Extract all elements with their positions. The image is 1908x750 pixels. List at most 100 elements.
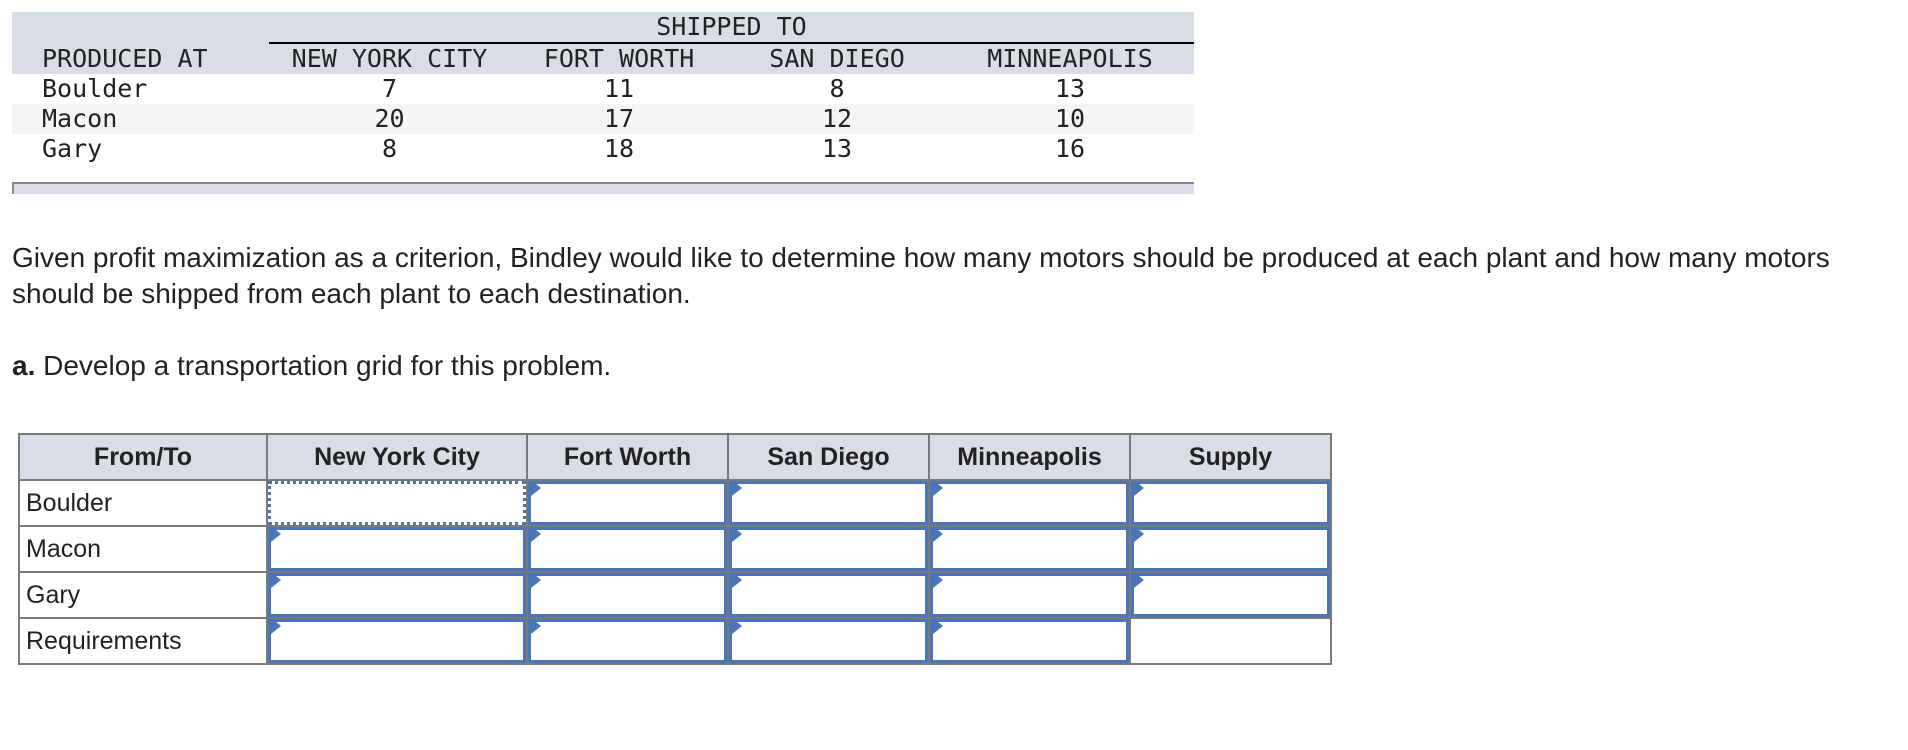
- input-boulder-supply[interactable]: [1131, 480, 1330, 525]
- answer-input[interactable]: [933, 530, 1126, 568]
- input-marker-icon: [933, 480, 943, 496]
- answer-input[interactable]: [531, 530, 724, 568]
- input-requirements-minneapolis[interactable]: [930, 618, 1129, 663]
- grid-row-label: Macon: [18, 525, 268, 573]
- col-header-new-york-city: NEW YORK CITY: [268, 43, 511, 74]
- answer-input[interactable]: [732, 484, 925, 522]
- col-header-san-diego: SAN DIEGO: [728, 43, 946, 74]
- input-marker-icon: [271, 618, 281, 634]
- cell-value: 8: [381, 134, 398, 163]
- input-boulder-new-york-city[interactable]: [268, 481, 526, 525]
- input-marker-icon: [531, 480, 541, 496]
- input-gary-minneapolis[interactable]: [930, 572, 1129, 617]
- col-header-minneapolis: MINNEAPOLIS: [946, 43, 1194, 74]
- cost-table: SHIPPED TO PRODUCED AT NEW YORK CITY FOR…: [12, 12, 1194, 194]
- grid-header-san-diego: San Diego: [727, 433, 930, 481]
- input-marker-icon: [933, 618, 943, 634]
- input-gary-supply[interactable]: [1131, 572, 1330, 617]
- cell-value: 13: [821, 134, 853, 163]
- input-macon-san-diego[interactable]: [729, 526, 928, 571]
- cell-value: 12: [728, 104, 946, 134]
- answer-input[interactable]: [271, 622, 523, 660]
- grid-header-new-york-city: New York City: [266, 433, 528, 481]
- table-footer-bar: [12, 182, 1194, 194]
- grid-row-label: Boulder: [18, 479, 268, 527]
- answer-input[interactable]: [933, 622, 1126, 660]
- input-marker-icon: [531, 526, 541, 542]
- shipping-cost-table: SHIPPED TO PRODUCED AT NEW YORK CITY FOR…: [12, 12, 1194, 164]
- input-marker-icon: [271, 572, 281, 588]
- input-marker-icon: [531, 572, 541, 588]
- col-header-fort-worth: FORT WORTH: [510, 43, 729, 74]
- input-marker-icon: [1134, 526, 1144, 542]
- input-boulder-fort-worth[interactable]: [528, 480, 727, 525]
- cell-value: 17: [510, 104, 729, 134]
- part-a-label: a.: [12, 350, 36, 381]
- input-marker-icon: [933, 526, 943, 542]
- answer-input[interactable]: [1134, 484, 1327, 522]
- grid-header-fort-worth: Fort Worth: [526, 433, 729, 481]
- input-marker-icon: [271, 526, 281, 542]
- input-boulder-san-diego[interactable]: [729, 480, 928, 525]
- table-row: Gary 8 18 13 16: [12, 134, 1194, 164]
- input-requirements-san-diego[interactable]: [729, 618, 928, 663]
- answer-input[interactable]: [732, 576, 925, 614]
- input-gary-san-diego[interactable]: [729, 572, 928, 617]
- header-spacer: [12, 12, 269, 43]
- grid-row-macon: Macon: [18, 525, 1332, 573]
- grid-row-label: Requirements: [18, 617, 268, 665]
- table-row: Boulder 7 11 8 13: [12, 74, 1194, 104]
- grid-row-boulder: Boulder: [18, 479, 1332, 527]
- input-marker-icon: [732, 480, 742, 496]
- grid-row-label: Gary: [18, 571, 268, 619]
- part-a-prompt: a. Develop a transportation grid for thi…: [12, 348, 611, 384]
- input-marker-icon: [531, 618, 541, 634]
- cell-value: 16: [1054, 134, 1086, 163]
- input-gary-new-york-city[interactable]: [268, 572, 526, 617]
- cell-value: 8: [829, 74, 845, 103]
- grid-header-from-to: From/To: [18, 433, 268, 481]
- input-macon-fort-worth[interactable]: [528, 526, 727, 571]
- answer-input[interactable]: [732, 530, 925, 568]
- cell-value: 10: [946, 104, 1194, 134]
- grid-header-minneapolis: Minneapolis: [928, 433, 1131, 481]
- grid-row-gary: Gary: [18, 571, 1332, 619]
- answer-input[interactable]: [271, 484, 523, 522]
- answer-input[interactable]: [732, 622, 925, 660]
- input-macon-new-york-city[interactable]: [268, 526, 526, 571]
- cell-value: 13: [1054, 74, 1086, 103]
- input-marker-icon: [732, 618, 742, 634]
- answer-input[interactable]: [933, 576, 1126, 614]
- row-label-boulder: Boulder: [42, 74, 148, 103]
- empty-total-cell: [1129, 617, 1332, 665]
- answer-input[interactable]: [531, 576, 724, 614]
- problem-paragraph: Given profit maximization as a criterion…: [12, 242, 1830, 309]
- answer-input[interactable]: [271, 576, 523, 614]
- input-requirements-new-york-city[interactable]: [268, 618, 526, 663]
- cell-value: 18: [603, 134, 635, 163]
- input-macon-supply[interactable]: [1131, 526, 1330, 571]
- cell-value: 11: [603, 74, 635, 103]
- input-boulder-minneapolis[interactable]: [930, 480, 1129, 525]
- input-marker-icon: [732, 572, 742, 588]
- row-label-macon: Macon: [12, 104, 269, 134]
- answer-input[interactable]: [1134, 530, 1327, 568]
- answer-input[interactable]: [531, 484, 724, 522]
- answer-input[interactable]: [933, 484, 1126, 522]
- answer-input[interactable]: [531, 622, 724, 660]
- input-gary-fort-worth[interactable]: [528, 572, 727, 617]
- input-macon-minneapolis[interactable]: [930, 526, 1129, 571]
- shipped-to-header: SHIPPED TO: [268, 12, 1194, 44]
- cell-value: 20: [268, 104, 511, 134]
- input-requirements-fort-worth[interactable]: [528, 618, 727, 663]
- input-marker-icon: [1134, 480, 1144, 496]
- answer-input[interactable]: [271, 530, 523, 568]
- table-row: Macon 20 17 12 10: [12, 104, 1194, 134]
- produced-at-header: PRODUCED AT: [12, 43, 269, 74]
- answer-input[interactable]: [1134, 576, 1327, 614]
- cell-value: 7: [381, 74, 398, 103]
- row-label-gary: Gary: [42, 134, 103, 163]
- grid-row-requirements: Requirements: [18, 617, 1332, 665]
- input-marker-icon: [732, 526, 742, 542]
- part-a-text: Develop a transportation grid for this p…: [35, 350, 612, 381]
